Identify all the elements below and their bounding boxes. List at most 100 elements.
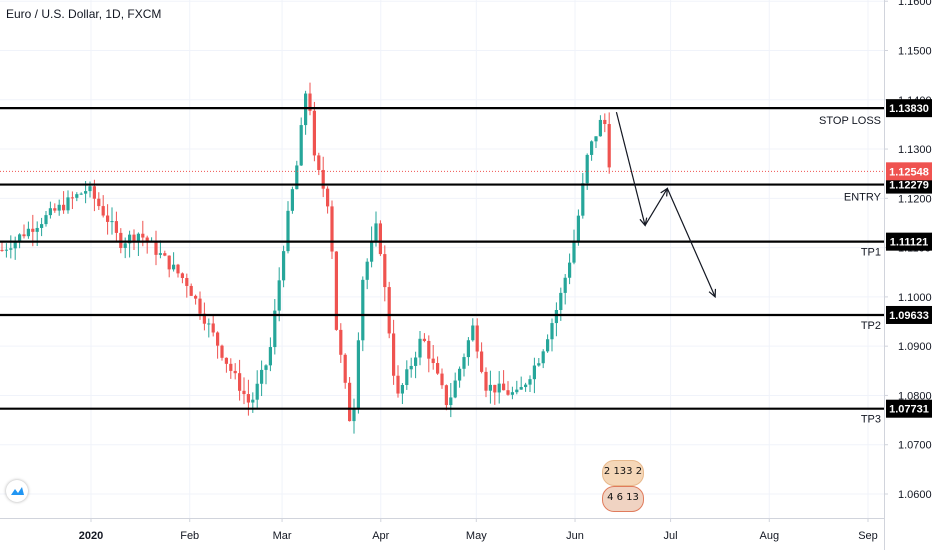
candle-down[interactable] [53,208,57,211]
candle-up[interactable] [568,262,572,278]
candle-down[interactable] [427,340,431,359]
candle-down[interactable] [229,363,233,371]
candle-up[interactable] [84,191,88,194]
candle-down[interactable] [431,358,435,364]
candle-down[interactable] [387,287,391,334]
candle-up[interactable] [598,119,602,137]
candle-down[interactable] [22,234,26,237]
candle-down[interactable] [502,383,506,391]
candle-up[interactable] [207,323,211,325]
candle-down[interactable] [317,155,321,170]
candle-up[interactable] [497,383,501,393]
projection-arrow[interactable] [615,111,646,226]
candle-down[interactable] [312,110,316,156]
candle-down[interactable] [436,363,440,374]
candle-down[interactable] [233,370,237,374]
tradingview-logo-icon[interactable] [6,480,28,502]
candle-down[interactable] [238,373,242,391]
candle-down[interactable] [180,273,184,278]
candle-down[interactable] [308,93,312,111]
candle-up[interactable] [255,383,259,400]
candle-down[interactable] [326,188,330,207]
candle-down[interactable] [343,354,347,383]
candle-up[interactable] [572,242,576,263]
candle-up[interactable] [66,197,70,211]
candle-up[interactable] [26,228,30,237]
candle-down[interactable] [106,215,110,222]
candle-up[interactable] [510,392,514,395]
candle-up[interactable] [40,224,44,228]
candle-down[interactable] [198,298,202,314]
candle-down[interactable] [163,253,167,256]
flag-badge[interactable]: 4 6 13 [602,486,644,512]
candle-down[interactable] [202,313,206,324]
candle-down[interactable] [246,394,250,403]
candle-up[interactable] [110,221,114,223]
candle-up[interactable] [524,384,528,388]
candle-down[interactable] [31,228,35,232]
candle-up[interactable] [585,154,589,184]
candle-down[interactable] [167,255,171,270]
candle-down[interactable] [70,197,74,199]
candle-up[interactable] [13,240,17,249]
candle-up[interactable] [409,365,413,370]
candle-down[interactable] [493,384,497,393]
candle-up[interactable] [79,193,83,195]
candle-down[interactable] [224,357,228,364]
candle-down[interactable] [101,206,105,216]
candle-up[interactable] [251,399,255,403]
candle-up[interactable] [554,309,558,324]
candle-up[interactable] [466,340,470,358]
candle-up[interactable] [18,234,22,241]
candle-up[interactable] [299,125,303,166]
candle-down[interactable] [339,329,343,355]
candle-up[interactable] [75,194,79,198]
level-price-tag[interactable] [886,305,932,324]
candle-up[interactable] [449,397,453,406]
candle-up[interactable] [352,409,356,422]
time-axis[interactable] [0,518,884,550]
candle-up[interactable] [563,277,567,293]
candle-up[interactable] [35,227,39,232]
candle-down[interactable] [154,241,158,255]
candle-up[interactable] [123,243,127,248]
candle-up[interactable] [370,240,374,262]
candle-down[interactable] [444,385,448,406]
level-price-tag[interactable] [886,99,932,118]
candle-up[interactable] [537,363,541,366]
candle-up[interactable] [576,215,580,243]
candle-up[interactable] [550,323,554,340]
symbol-legend[interactable]: Euro / U.S. Dollar, 1D, FXCM [6,7,162,21]
current-price-tag[interactable] [886,162,932,181]
candle-up[interactable] [172,264,176,270]
candle-down[interactable] [119,232,123,248]
candle-down[interactable] [132,234,136,242]
candle-down[interactable] [383,254,387,288]
candle-down[interactable] [396,375,400,394]
candle-up[interactable] [559,292,563,310]
candle-up[interactable] [590,141,594,155]
projection-arrow[interactable] [644,188,668,226]
candle-down[interactable] [480,351,484,372]
candle-down[interactable] [378,223,382,255]
candle-up[interactable] [453,380,457,398]
candle-up[interactable] [88,186,92,192]
candle-up[interactable] [282,251,286,281]
candle-up[interactable] [304,93,308,126]
level-price-tag[interactable] [886,399,932,418]
candle-down[interactable] [185,277,189,286]
candle-down[interactable] [475,325,479,352]
price-axis[interactable] [884,0,932,550]
candle-up[interactable] [361,279,365,341]
candle-down[interactable] [348,382,352,422]
candle-up[interactable] [264,365,268,370]
candle-down[interactable] [440,373,444,386]
candle-up[interactable] [414,357,418,366]
candle-down[interactable] [0,249,4,251]
candle-up[interactable] [290,189,294,211]
level-price-tag[interactable] [886,232,932,251]
candle-up[interactable] [541,351,545,364]
candle-up[interactable] [128,234,132,244]
candle-up[interactable] [471,325,475,341]
